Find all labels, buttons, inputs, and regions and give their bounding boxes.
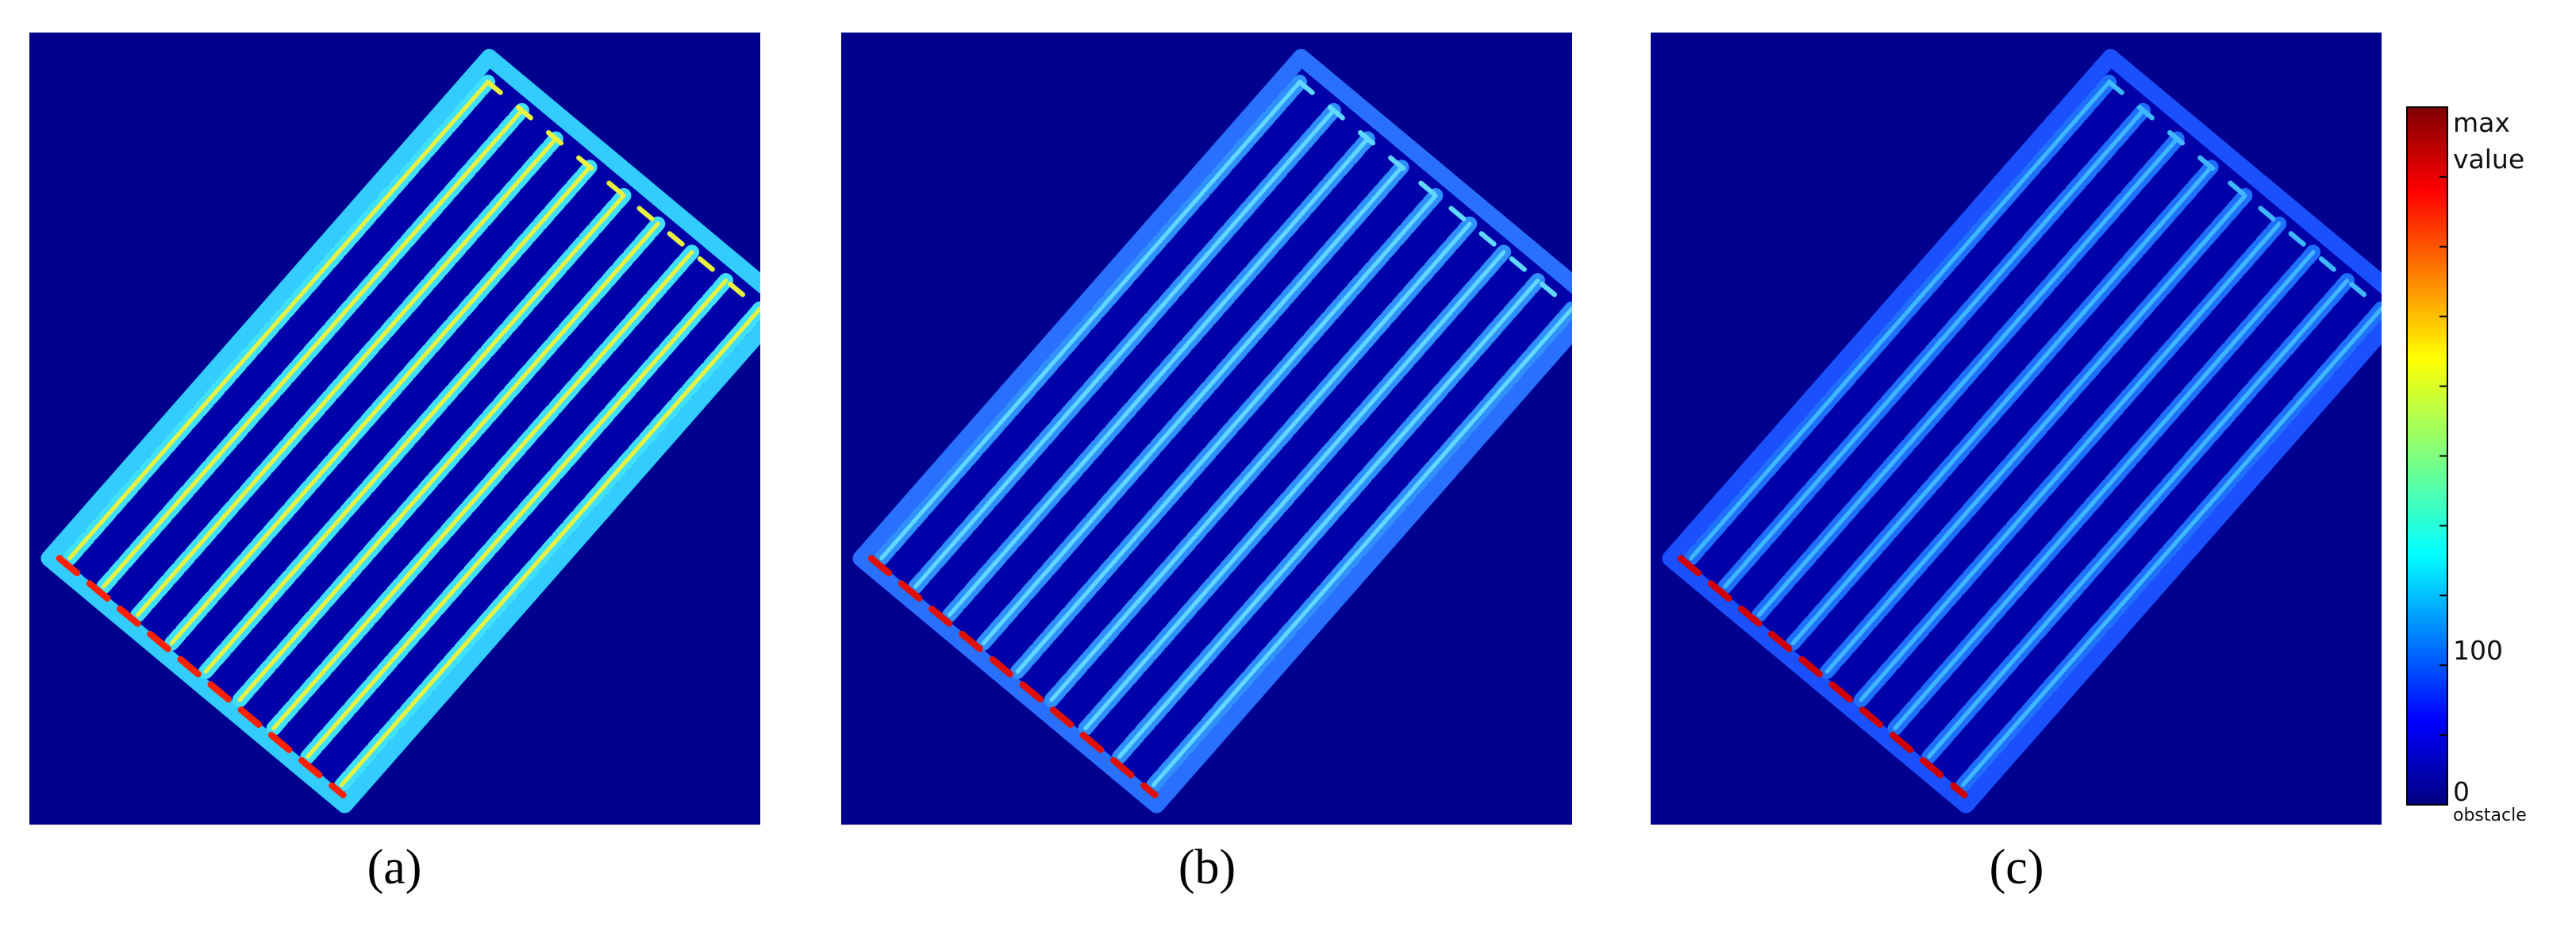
row-path: [1049, 221, 1472, 702]
row-path: [1893, 250, 2316, 731]
edge-path: [56, 555, 347, 798]
panel-label: (a): [367, 840, 422, 894]
row-path: [306, 278, 729, 759]
row-path: [1960, 306, 2382, 787]
panels: [29, 33, 2382, 825]
row-path: [135, 137, 559, 617]
colorbar-label: max: [2453, 107, 2510, 138]
row-path: [947, 137, 1371, 617]
colorbar-label: value: [2453, 144, 2524, 175]
colorbar-label: 100: [2453, 635, 2503, 666]
row-path: [1756, 137, 2180, 617]
row-path: [1117, 278, 1540, 759]
row-path: [981, 164, 1404, 646]
row-path: [1927, 278, 2350, 759]
row-path: [203, 193, 626, 674]
row-path: [1083, 250, 1506, 731]
edge-path: [867, 555, 1159, 798]
row-path: [67, 79, 490, 560]
row-path: [339, 306, 760, 787]
row-path: [271, 250, 694, 731]
row-path: [1015, 193, 1438, 674]
panel-label: (b): [1178, 840, 1236, 894]
row-path: [237, 221, 660, 702]
colorbar-ticks: [2440, 175, 2447, 737]
panel-label: (c): [1990, 840, 2044, 894]
heatmap: [841, 33, 1572, 825]
row-path: [102, 108, 525, 589]
row-path: [1859, 221, 2282, 702]
row-path: [1723, 108, 2146, 589]
colorbar-label: 0: [2453, 776, 2470, 807]
heatmap: [29, 33, 760, 825]
colorbar-note: obstacle: [2453, 806, 2527, 825]
edge-path: [1677, 555, 1968, 798]
row-path: [1689, 79, 2112, 560]
heatmap: [1651, 33, 2382, 825]
row-path: [169, 164, 592, 646]
row-path: [1824, 193, 2247, 674]
row-path: [1790, 164, 2213, 646]
row-path: [879, 79, 1302, 560]
row-path: [1151, 306, 1572, 787]
row-path: [913, 108, 1336, 589]
